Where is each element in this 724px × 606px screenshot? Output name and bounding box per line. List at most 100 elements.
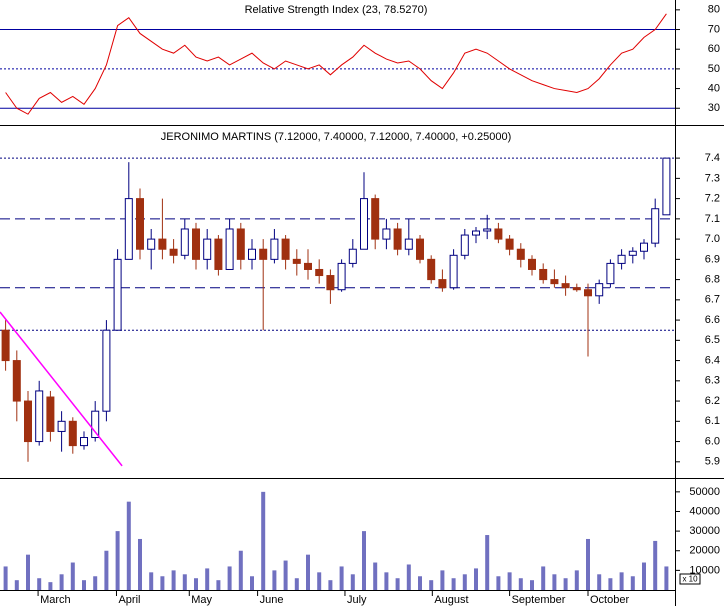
candle-body xyxy=(12,360,21,402)
y-tick-label: 7.2 xyxy=(705,193,720,205)
volume-bar xyxy=(496,576,501,590)
y-tick-label: 6.8 xyxy=(705,274,720,286)
y-tick-label: 60 xyxy=(708,43,720,55)
y-tick-label: 6.7 xyxy=(705,294,720,306)
candle-body xyxy=(640,242,648,252)
candle-body xyxy=(315,268,324,277)
y-tick-label: 30000 xyxy=(689,525,720,537)
candle-body xyxy=(124,198,133,260)
y-tick-label: 5.9 xyxy=(705,456,720,468)
volume-bar xyxy=(59,574,64,590)
y-tick-label: 6.1 xyxy=(705,415,720,427)
x-tick-label: October xyxy=(590,594,629,606)
y-tick-label: 6.0 xyxy=(705,435,720,447)
volume-bar xyxy=(138,538,142,590)
y-tick-label: 6.4 xyxy=(705,354,720,366)
x-tick-label: August xyxy=(434,594,468,606)
volume-bar xyxy=(395,578,400,590)
candle-body xyxy=(225,228,234,270)
volume-bar xyxy=(552,574,557,590)
volume-bar xyxy=(48,582,53,590)
volume-bar xyxy=(362,531,366,590)
volume-bar xyxy=(250,576,254,590)
candle-body xyxy=(550,279,559,285)
volume-bar xyxy=(664,566,669,590)
volume-bar xyxy=(93,576,98,590)
volume-bar xyxy=(518,578,523,590)
volume-bar xyxy=(238,550,243,590)
candle-body xyxy=(393,228,402,250)
volume-bar xyxy=(563,578,568,590)
candle-body xyxy=(180,228,189,256)
volume-bar xyxy=(149,572,154,590)
volume-bar xyxy=(462,574,467,590)
candle-body xyxy=(248,248,256,260)
volume-bar xyxy=(14,580,19,590)
x-tick-label: April xyxy=(118,594,140,606)
volume-bar xyxy=(541,566,546,590)
candle-body xyxy=(91,410,100,439)
y-tick-label: 80 xyxy=(708,4,720,16)
candle-body xyxy=(24,400,32,443)
candle-body xyxy=(449,254,458,289)
candle-body xyxy=(561,283,570,289)
price-title: JERONIMO MARTINS (7.12000, 7.40000, 7.12… xyxy=(161,131,511,143)
candle-body xyxy=(539,268,548,281)
candle-body xyxy=(158,238,167,250)
candle-body xyxy=(259,248,268,260)
candle-body xyxy=(337,262,346,291)
candle-body xyxy=(203,238,212,260)
volume-bar xyxy=(126,501,131,590)
candle-body xyxy=(617,254,626,264)
volume-bar xyxy=(339,566,344,590)
candle-body xyxy=(192,228,200,260)
candle-body xyxy=(304,262,312,270)
candle-body xyxy=(628,250,637,256)
volume-bar xyxy=(294,578,299,590)
candle-body xyxy=(80,437,88,447)
volume-bar xyxy=(194,578,198,590)
volume-bar xyxy=(406,564,411,590)
volume-bar xyxy=(653,540,658,590)
y-tick-label: 6.3 xyxy=(705,375,720,387)
candle-body xyxy=(404,238,413,250)
candle-body xyxy=(651,208,660,244)
y-tick-label: 6.5 xyxy=(705,334,720,346)
volume-bar xyxy=(328,580,333,590)
volume-bar xyxy=(429,580,434,590)
volume-bar xyxy=(440,570,445,590)
volume-bar xyxy=(104,550,109,590)
volume-bar xyxy=(26,554,30,590)
volume-bar xyxy=(373,562,378,590)
candle-body xyxy=(595,283,604,297)
candle-body xyxy=(270,238,279,260)
candle-body xyxy=(102,329,111,412)
y-tick-label: 40 xyxy=(708,82,720,94)
candle-body xyxy=(113,258,122,331)
candle-body xyxy=(472,230,480,236)
candle-body xyxy=(348,248,357,264)
candle-body xyxy=(572,287,581,291)
candle-body xyxy=(68,420,77,447)
candle-body xyxy=(360,198,368,250)
volume-bar xyxy=(451,578,456,590)
candle-body xyxy=(46,396,55,432)
candle-body xyxy=(584,289,592,297)
y-tick-label: 6.6 xyxy=(705,314,720,326)
x-tick-label: September xyxy=(512,594,566,606)
x-tick-label: March xyxy=(40,594,71,606)
candle-body xyxy=(505,238,514,250)
y-tick-label: 20000 xyxy=(689,545,720,557)
candle-body xyxy=(236,228,245,260)
y-tick-label: 7.4 xyxy=(705,152,720,164)
candle-body xyxy=(516,248,525,260)
y-tick-label: 6.2 xyxy=(705,395,720,407)
y-tick-label: 30 xyxy=(708,102,720,114)
candle-body xyxy=(1,329,10,362)
volume-bar xyxy=(384,572,389,590)
candle-body xyxy=(494,228,503,240)
volume-bar xyxy=(586,538,590,590)
candle-body xyxy=(169,248,178,256)
volume-bar xyxy=(642,562,646,590)
